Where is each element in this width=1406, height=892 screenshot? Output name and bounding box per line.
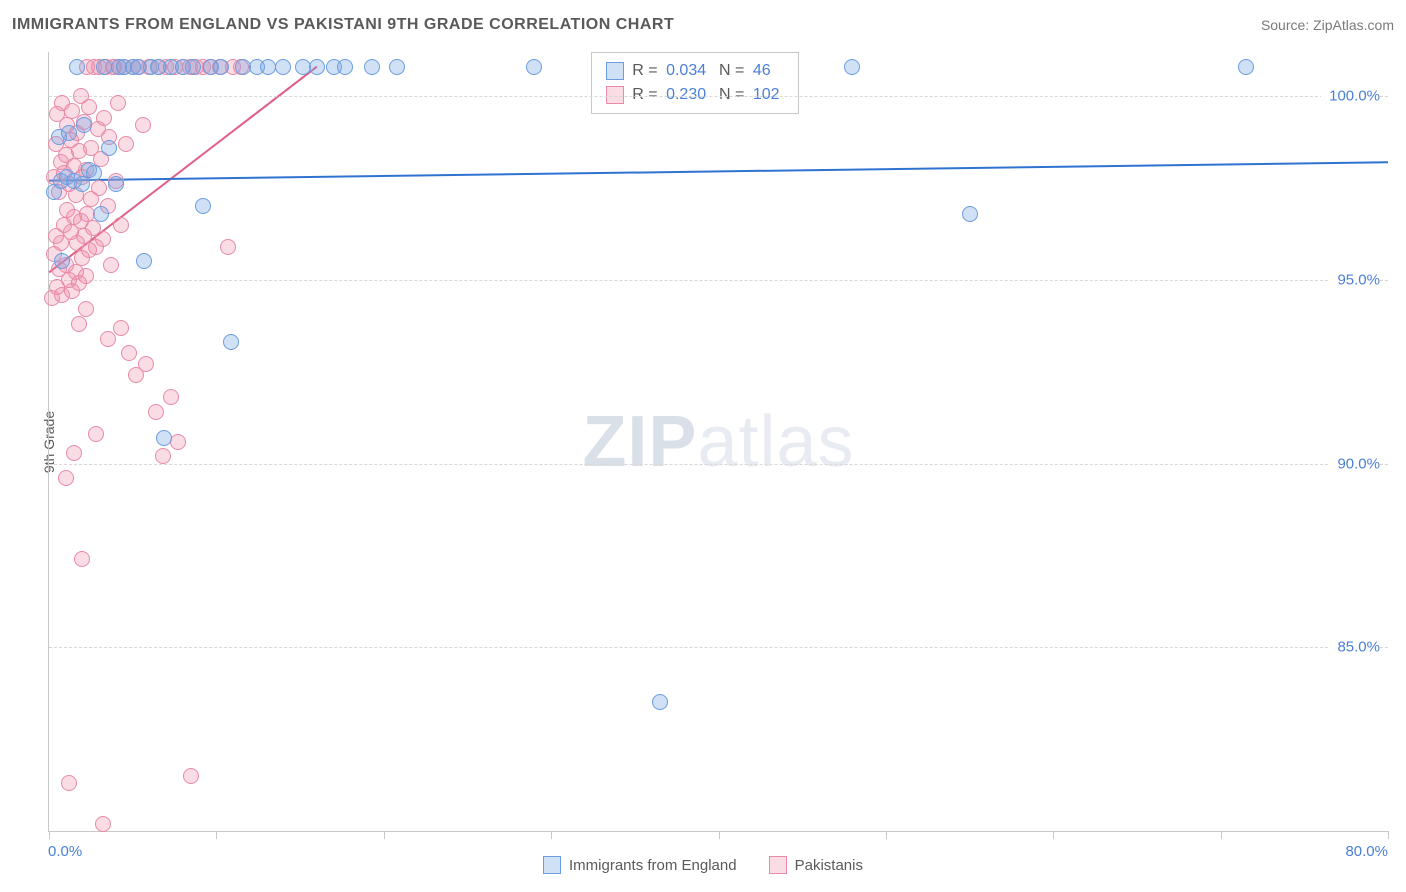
y-tick-label: 95.0% [1329,271,1380,288]
x-tick [1053,831,1054,839]
legend-swatch [769,856,787,874]
legend-label: Pakistanis [795,857,863,874]
point-pakistani [163,389,179,405]
point-pakistani [121,345,137,361]
point-pakistani [103,257,119,273]
point-pakistani [113,320,129,336]
point-england [844,59,860,75]
point-england [96,59,112,75]
legend-label: Immigrants from England [569,857,737,874]
x-tick [49,831,50,839]
y-tick-label: 90.0% [1329,455,1380,472]
point-pakistani [155,448,171,464]
point-pakistani [78,268,94,284]
point-pakistani [110,95,126,111]
point-england [136,253,152,269]
legend-text: R = 0.034 N = 46 [632,59,774,83]
point-england [364,59,380,75]
point-pakistani [81,99,97,115]
point-pakistani [220,239,236,255]
footer-legend: Immigrants from England Pakistanis [0,856,1406,874]
point-pakistani [183,768,199,784]
point-pakistani [170,434,186,450]
chart-title: IMMIGRANTS FROM ENGLAND VS PAKISTANI 9TH… [12,16,674,34]
x-tick [719,831,720,839]
watermark-atlas: atlas [697,402,854,482]
x-tick [384,831,385,839]
point-england [195,198,211,214]
stats-legend-row: R = 0.034 N = 46 [606,59,783,83]
point-pakistani [88,426,104,442]
point-england [185,59,201,75]
point-england [1238,59,1254,75]
legend-swatch [606,62,624,80]
gridline [49,647,1388,648]
point-pakistani [100,331,116,347]
point-pakistani [118,136,134,152]
stats-legend: R = 0.034 N = 46R = 0.230 N = 102 [591,52,798,114]
y-tick-label: 100.0% [1321,88,1380,105]
point-england [526,59,542,75]
point-england [260,59,276,75]
point-england [101,140,117,156]
watermark: ZIPatlas [582,401,854,483]
point-pakistani [91,180,107,196]
footer-legend-item: Pakistanis [769,856,863,874]
point-pakistani [95,231,111,247]
x-tick [1388,831,1389,839]
point-england [337,59,353,75]
point-england [275,59,291,75]
point-pakistani [138,356,154,372]
y-tick-label: 85.0% [1329,639,1380,656]
point-pakistani [96,110,112,126]
point-pakistani [148,404,164,420]
gridline [49,280,1388,281]
watermark-zip: ZIP [582,402,697,482]
legend-swatch [543,856,561,874]
stats-legend-row: R = 0.230 N = 102 [606,83,783,107]
point-pakistani [61,775,77,791]
point-england [108,176,124,192]
legend-swatch [606,86,624,104]
point-pakistani [74,551,90,567]
x-tick [886,831,887,839]
point-pakistani [113,217,129,233]
point-england [61,125,77,141]
footer-legend-item: Immigrants from England [543,856,737,874]
scatter-plot: ZIPatlas R = 0.034 N = 46R = 0.230 N = 1… [48,52,1388,832]
point-pakistani [66,445,82,461]
point-england [389,59,405,75]
trend-lines [49,52,1388,831]
point-england [223,334,239,350]
point-pakistani [71,316,87,332]
point-pakistani [58,470,74,486]
x-tick [216,831,217,839]
point-england [213,59,229,75]
gridline [49,96,1388,97]
point-england [962,206,978,222]
x-tick [551,831,552,839]
point-pakistani [78,301,94,317]
point-pakistani [135,117,151,133]
point-england [652,694,668,710]
point-england [309,59,325,75]
x-tick [1221,831,1222,839]
point-england [93,206,109,222]
point-england [86,165,102,181]
legend-text: R = 0.230 N = 102 [632,83,783,107]
gridline [49,464,1388,465]
source-label: Source: ZipAtlas.com [1261,17,1394,33]
point-pakistani [95,816,111,832]
